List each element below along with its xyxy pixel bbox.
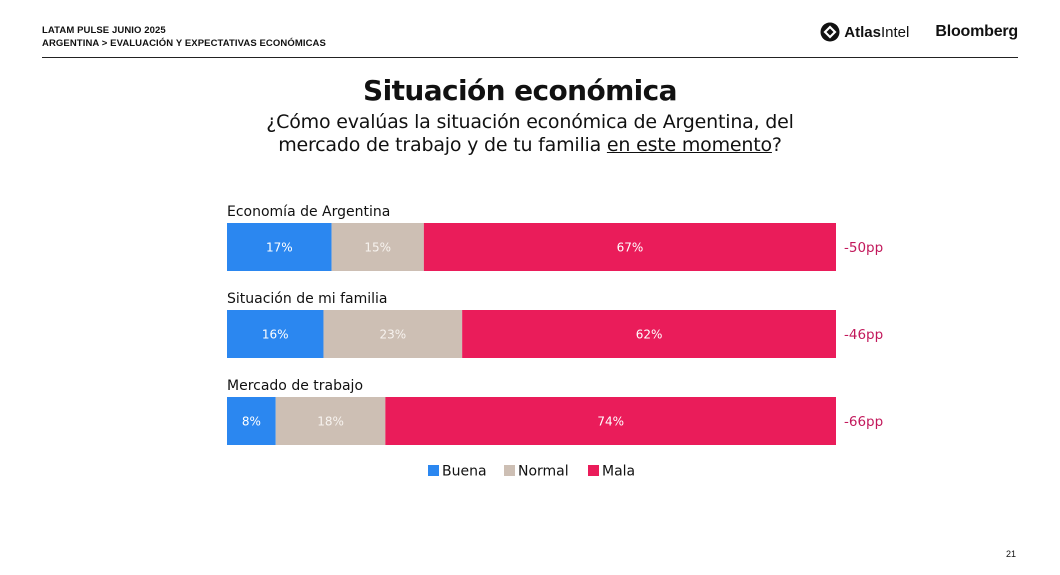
bar-segment-mala xyxy=(385,397,836,445)
legend-label-buena: Buena xyxy=(442,464,487,480)
net-difference-label: -46pp xyxy=(844,327,883,343)
category-label: Situación de mi familia xyxy=(227,291,388,307)
bar-segment-buena xyxy=(227,223,332,271)
net-difference-label: -50pp xyxy=(844,240,883,256)
legend-label-normal: Normal xyxy=(518,464,569,480)
bar-value-label-normal: 23% xyxy=(379,328,406,342)
legend-label-mala: Mala xyxy=(602,464,635,480)
bar-segment-mala xyxy=(423,223,836,271)
bar-value-label-buena: 17% xyxy=(266,241,293,255)
bar-value-label-buena: 8% xyxy=(242,415,261,429)
category-label: Economía de Argentina xyxy=(227,204,390,220)
bar-segment-normal xyxy=(331,223,424,271)
report-breadcrumb: ARGENTINA > EVALUACIÓN Y EXPECTATIVAS EC… xyxy=(42,38,326,49)
header-logos: Atlas Intel Bloomberg xyxy=(820,22,1018,42)
header-left: LATAM PULSE JUNIO 2025 ARGENTINA > EVALU… xyxy=(42,24,326,50)
bar-segment-buena xyxy=(227,397,276,445)
bar-value-label-mala: 74% xyxy=(597,415,624,429)
question-line-2: mercado de trabajo y de tu familia xyxy=(278,134,607,156)
bar-value-label-normal: 18% xyxy=(317,415,344,429)
legend-swatch-mala xyxy=(588,465,599,476)
question-end: ? xyxy=(771,134,782,156)
legend-swatch-buena xyxy=(428,465,439,476)
bar-segment-normal xyxy=(323,310,463,358)
question-emphasis: en este momento xyxy=(606,134,772,156)
header-divider xyxy=(42,57,1018,58)
question-line-1: ¿Cómo evalúas la situación económica de … xyxy=(266,111,794,133)
net-difference-label: -66pp xyxy=(844,414,883,430)
category-label: Mercado de trabajo xyxy=(227,378,363,394)
bar-segment-mala xyxy=(462,310,836,358)
slide-title: Situación económica xyxy=(363,74,678,107)
atlasintel-logo: Atlas Intel xyxy=(820,22,909,42)
report-title: LATAM PULSE JUNIO 2025 xyxy=(42,25,166,36)
page-number: 21 xyxy=(1005,549,1016,559)
bar-value-label-mala: 62% xyxy=(636,328,663,342)
atlasintel-logo-text-bold: Atlas xyxy=(844,23,881,41)
atlasintel-logo-icon xyxy=(820,22,840,42)
bar-segment-buena xyxy=(227,310,324,358)
bar-value-label-buena: 16% xyxy=(262,328,289,342)
bar-segment-normal xyxy=(275,397,386,445)
legend-swatch-normal xyxy=(504,465,515,476)
bloomberg-logo: Bloomberg xyxy=(935,23,1018,40)
atlasintel-logo-text-light: Intel xyxy=(880,23,910,41)
slide-question: ¿Cómo evalúas la situación económica de … xyxy=(0,111,1060,157)
bar-value-label-normal: 15% xyxy=(364,241,391,255)
bar-value-label-mala: 67% xyxy=(617,241,644,255)
